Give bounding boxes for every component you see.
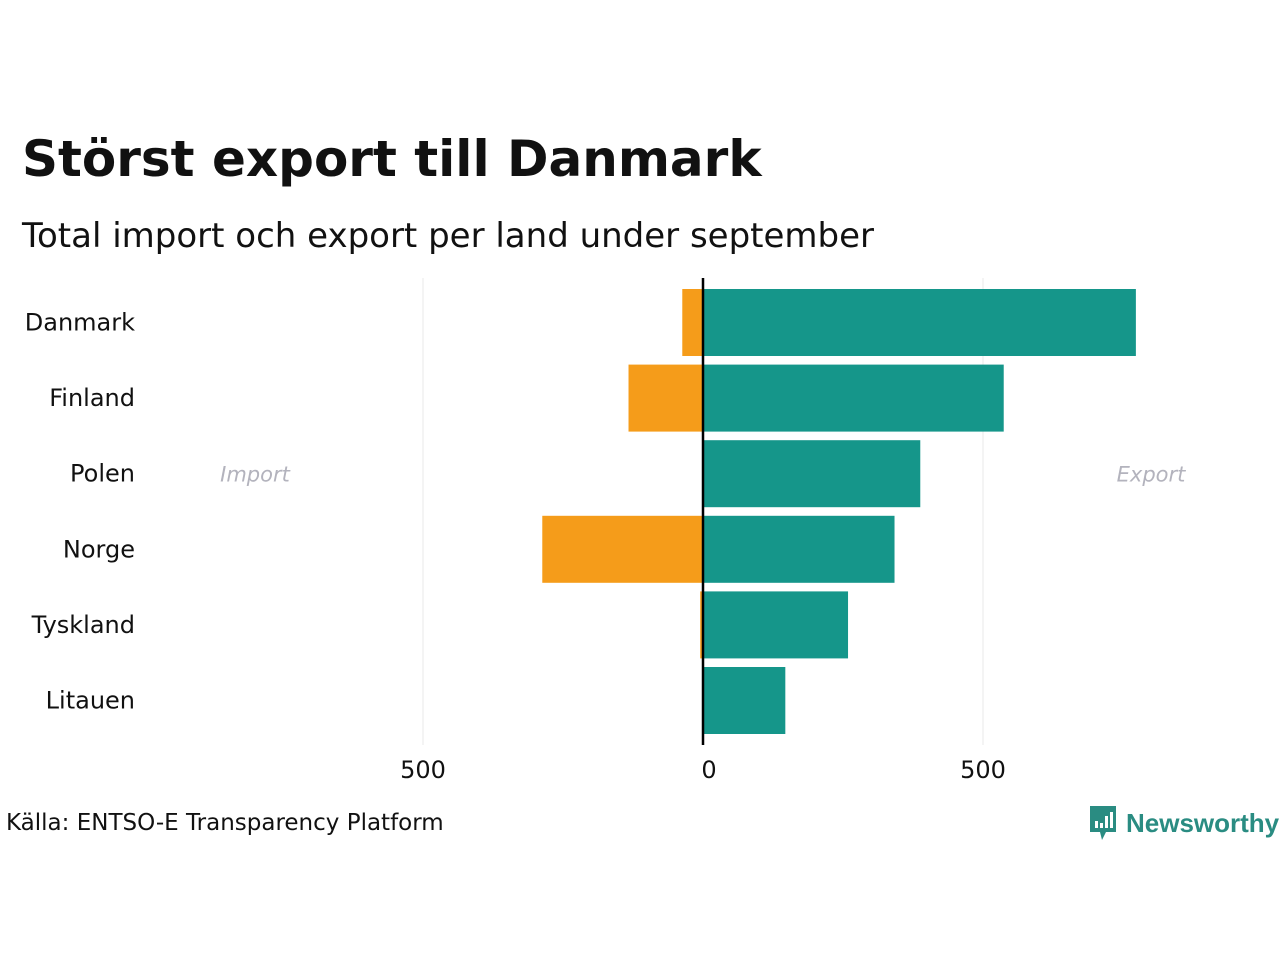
brand-name: Newsworthy [1126, 808, 1280, 838]
export-bar-tyskland [703, 591, 849, 659]
export-bar-norge [703, 515, 895, 583]
export-bar-finland [703, 364, 1004, 432]
category-label-polen: Polen [70, 460, 135, 488]
x-tick-label-1: 0 [701, 756, 716, 784]
x-tick-label-0: 500 [400, 756, 446, 784]
category-label-danmark: Danmark [25, 309, 135, 337]
chart-title: Störst export till Danmark [22, 130, 762, 188]
chart-subtitle: Total import och export per land under s… [22, 216, 875, 256]
category-label-finland: Finland [49, 384, 135, 412]
import-bar-danmark [682, 289, 703, 356]
import-bar-tyskland [700, 591, 703, 659]
export-bar-danmark [703, 289, 1136, 356]
newsworthy-bar-chart-icon [1090, 806, 1116, 840]
import-side-label: Import [220, 463, 290, 487]
category-label-litauen: Litauen [46, 687, 135, 715]
brand-logo[interactable]: Newsworthy [1088, 803, 1279, 843]
import-bar-norge [542, 515, 703, 583]
export-side-label: Export [1117, 463, 1187, 487]
x-tick-label-2: 500 [960, 756, 1006, 784]
source-note: Källa: ENTSO-E Transparency Platform [6, 810, 444, 836]
category-label-tyskland: Tyskland [31, 611, 135, 639]
import-bar-finland [628, 364, 703, 432]
export-bar-litauen [703, 667, 786, 734]
category-label-norge: Norge [63, 535, 135, 563]
export-bar-polen [703, 440, 921, 508]
